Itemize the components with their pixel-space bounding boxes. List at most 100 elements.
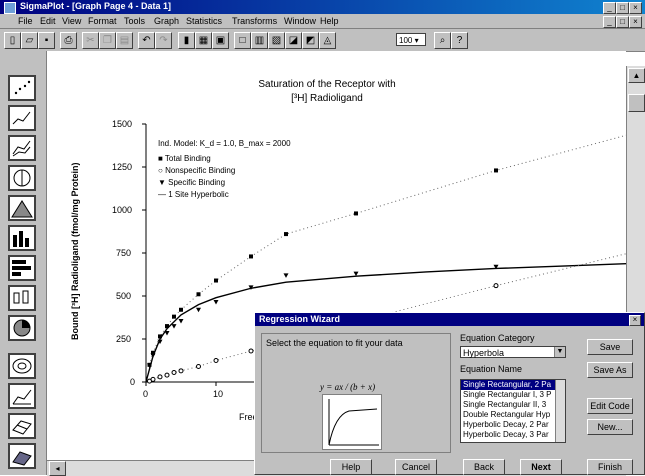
horizontal-bar-icon[interactable]: [8, 255, 36, 281]
scatter-plot-icon[interactable]: [8, 75, 36, 101]
y-tick-label: 750: [116, 248, 132, 258]
nonspecific-binding-point: [196, 364, 201, 370]
maximize-icon[interactable]: □: [616, 2, 629, 14]
menu-tools[interactable]: Tools: [124, 16, 146, 26]
undo-icon[interactable]: ↶: [138, 32, 155, 49]
3d-surface-icon[interactable]: [8, 443, 36, 469]
back-button[interactable]: Back: [463, 459, 505, 475]
pie-chart-icon[interactable]: [8, 315, 36, 341]
total-binding-point: [196, 292, 201, 297]
equation-category-select[interactable]: Hyperbola ▼: [460, 346, 566, 358]
dialog-title: Regression Wizard: [255, 313, 644, 326]
menu-view[interactable]: View: [62, 16, 82, 26]
nonspecific-binding-point: [178, 368, 184, 374]
copy-icon[interactable]: ❐: [99, 32, 116, 49]
redo-icon[interactable]: ↷: [155, 32, 172, 49]
print-icon[interactable]: ⎙: [60, 32, 77, 49]
zoom-select[interactable]: 100 ▾: [396, 33, 426, 46]
doc-minimize-icon[interactable]: _: [603, 16, 616, 28]
zoom-search-icon[interactable]: ⌕: [434, 32, 451, 49]
area-plot-icon[interactable]: [8, 195, 36, 221]
app-icon[interactable]: [4, 2, 16, 14]
total-binding-point: [179, 307, 183, 312]
menu-help[interactable]: Help: [320, 16, 339, 26]
statistics-icon[interactable]: ◬: [319, 32, 336, 49]
graph-properties-icon[interactable]: ▣: [212, 32, 229, 49]
scroll-left-icon[interactable]: ◂: [49, 461, 66, 476]
specific-binding-point: [213, 300, 219, 305]
list-item[interactable]: Single Rectangular I, 3 P: [463, 390, 552, 399]
specific-binding-point: [248, 285, 254, 290]
scroll-thumb[interactable]: [628, 94, 645, 112]
vertical-bar-icon[interactable]: [8, 225, 36, 251]
cut-icon[interactable]: ✂: [82, 32, 99, 49]
save-icon[interactable]: ▪: [38, 32, 55, 49]
minimize-icon[interactable]: _: [603, 2, 616, 14]
menu-statistics[interactable]: Statistics: [186, 16, 223, 26]
list-item[interactable]: Hyperbolic Decay, 2 Par: [463, 420, 549, 429]
regression-icon[interactable]: ◪: [285, 32, 302, 49]
nonspecific-binding-point: [157, 374, 163, 380]
dialog-close-icon[interactable]: ×: [629, 315, 641, 326]
graph-wizard-icon[interactable]: ▦: [195, 32, 212, 49]
equation-name-list[interactable]: Single Rectangular, 2 Pa Single Rectangu…: [460, 379, 566, 443]
data-worksheet-icon[interactable]: □: [234, 32, 251, 49]
chart-icon[interactable]: ◩: [302, 32, 319, 49]
specific-binding-point: [178, 318, 184, 324]
equation-name-label: Equation Name: [460, 364, 523, 374]
close-icon[interactable]: ×: [629, 2, 642, 14]
graph-title-line-1: Saturation of the Receptor with: [258, 79, 396, 90]
legend-label: Nonspecific Binding: [165, 166, 236, 175]
specific-binding-point: [150, 353, 156, 358]
total-binding-point: [284, 232, 288, 237]
specific-binding-point: [283, 273, 289, 278]
menu-edit[interactable]: Edit: [40, 16, 56, 26]
chevron-down-icon[interactable]: ▼: [554, 347, 565, 357]
menu-format[interactable]: Format: [88, 16, 117, 26]
nonspecific-binding-point: [150, 376, 156, 382]
total-binding-point: [249, 254, 253, 259]
save-button[interactable]: Save: [587, 339, 633, 355]
menu-window[interactable]: Window: [284, 16, 317, 26]
cancel-button[interactable]: Cancel: [395, 459, 437, 475]
3d-mesh-icon[interactable]: [8, 413, 36, 439]
scroll-up-icon[interactable]: ▲: [628, 68, 645, 83]
specific-binding-point: [196, 307, 201, 313]
list-item[interactable]: Double Rectangular Hyp: [463, 410, 551, 419]
menu-graph[interactable]: Graph: [154, 16, 180, 26]
3d-line-icon[interactable]: [8, 383, 36, 409]
new-button[interactable]: New...: [587, 419, 633, 435]
menu-transforms[interactable]: Transforms: [232, 16, 278, 26]
polar-plot-icon[interactable]: [8, 165, 36, 191]
finish-button[interactable]: Finish: [587, 459, 633, 475]
box-plot-icon[interactable]: [8, 285, 36, 311]
contour-plot-icon[interactable]: [8, 353, 36, 379]
save-as-button[interactable]: Save As: [587, 362, 633, 378]
notebook-icon[interactable]: ▥: [251, 32, 268, 49]
line-scatter-icon[interactable]: [8, 105, 36, 131]
help-button[interactable]: Help: [330, 459, 372, 475]
multi-line-icon[interactable]: [8, 135, 36, 161]
legend-header: Ind. Model: K_d = 1.0, B_max = 2000: [158, 139, 291, 148]
total-binding-point: [172, 314, 176, 319]
total-binding-point: [158, 334, 162, 339]
list-scrollbar[interactable]: [555, 380, 565, 442]
y-axis-label: Bound [³H] Radioligand (fmol/mg Protein): [70, 162, 80, 340]
list-item[interactable]: Single Rectangular II, 3: [463, 400, 547, 409]
next-button[interactable]: Next: [520, 459, 562, 475]
list-item[interactable]: Hyperbolic Decay, 3 Par: [463, 430, 549, 439]
new-file-icon[interactable]: ▯: [4, 32, 21, 49]
help-icon[interactable]: ?: [451, 32, 468, 49]
select-icon[interactable]: ▮: [178, 32, 195, 49]
doc-close-icon[interactable]: ×: [629, 16, 642, 28]
select-equation-prompt: Select the equation to fit your data: [266, 338, 403, 348]
list-item[interactable]: Single Rectangular, 2 Pa: [461, 380, 565, 390]
nonspecific-binding-point: [493, 283, 499, 289]
total-binding-point: [165, 324, 169, 329]
open-folder-icon[interactable]: ▱: [21, 32, 38, 49]
menu-file[interactable]: File: [18, 16, 33, 26]
edit-code-button[interactable]: Edit Code: [587, 398, 633, 414]
equation-icon[interactable]: ▧: [268, 32, 285, 49]
paste-icon[interactable]: ▤: [116, 32, 133, 49]
doc-restore-icon[interactable]: □: [616, 16, 629, 28]
